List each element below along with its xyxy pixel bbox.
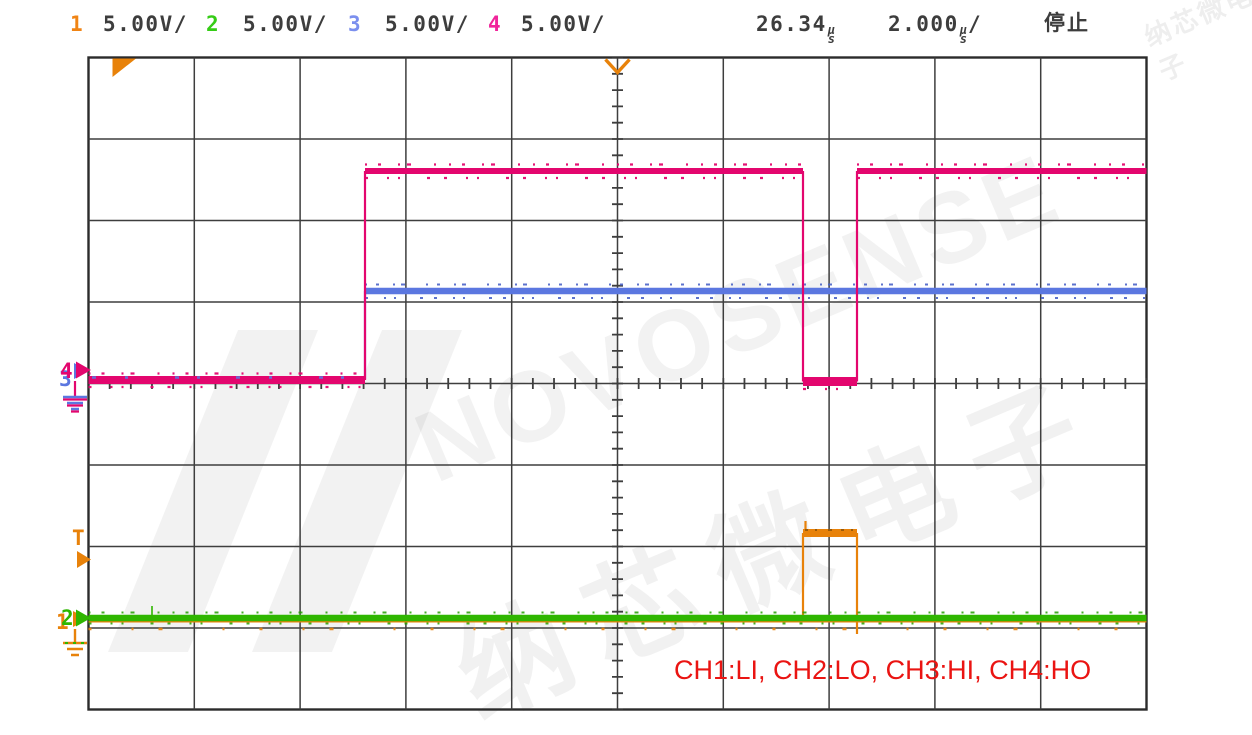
- delay-reference-triangle-icon: [112, 58, 136, 77]
- timebase-readout: 2.000 µ s /: [888, 12, 983, 46]
- ch2-position-marker-label: 2: [61, 606, 74, 630]
- ch2-number: 2: [206, 12, 221, 36]
- ch3-position-marker-label: 3: [59, 367, 72, 391]
- ch3-scale: 5.00V/: [385, 12, 470, 36]
- ch1-number: 1: [70, 12, 85, 36]
- ch4-trace-edges: [363, 171, 859, 382]
- watermark-logo: [108, 330, 462, 652]
- ch2-scale: 5.00V/: [243, 12, 328, 36]
- ch3-number: 3: [348, 12, 363, 36]
- ch4-ground-bars-icon: [63, 398, 87, 413]
- ch4-position-arrow-icon: [76, 361, 91, 379]
- trigger-marker-label: T: [72, 526, 85, 550]
- timebase-value: 2.000: [888, 12, 959, 36]
- ch3-ground-bars-icon: [63, 395, 87, 411]
- timebase-suffix: /: [967, 12, 983, 36]
- ch4-number: 4: [488, 12, 503, 36]
- ch1-ground-bars-icon: [63, 641, 87, 657]
- ch4-scale: 5.00V/: [521, 12, 606, 36]
- ch1-position-marker-label: 1: [56, 610, 69, 634]
- delay-readout: 26.34 µ s: [756, 12, 836, 46]
- trigger-time-marker-icon: [604, 58, 631, 76]
- run-state-indicator: 停止: [1044, 12, 1090, 35]
- ch2-position-arrow-icon: [76, 609, 91, 627]
- ch1-trace-pulse-edges: [801, 521, 859, 634]
- trigger-level-arrow-icon: [77, 551, 91, 568]
- delay-value: 26.34: [756, 12, 827, 36]
- channel-mapping-annotation: CH1:LI, CH2:LO, CH3:HI, CH4:HO: [674, 655, 1092, 685]
- ch4-position-marker-label: 4: [60, 359, 73, 383]
- ch1-scale: 5.00V/: [103, 12, 188, 36]
